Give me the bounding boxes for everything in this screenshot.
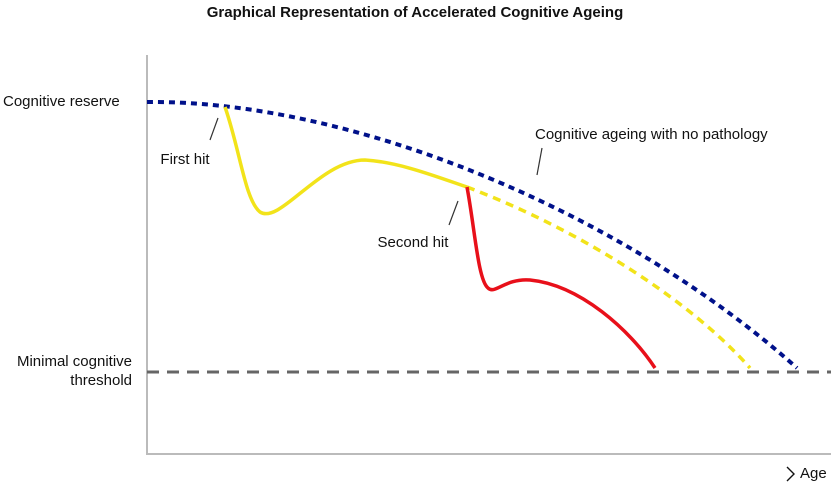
annotation: Second hit (378, 234, 450, 251)
annotation: Cognitive ageing with no pathology (535, 126, 768, 143)
x-label: Age (800, 465, 827, 482)
y-label: Cognitive reserve (3, 93, 120, 110)
chevron-icon (786, 466, 795, 482)
leader-line (448, 200, 459, 226)
leader-line (536, 147, 543, 176)
no-pathology-curve (146, 99, 799, 370)
y-label: threshold (70, 372, 132, 389)
y-label: Minimal cognitive (17, 353, 132, 370)
first-hit-curve (223, 106, 468, 216)
annotation: First hit (160, 151, 210, 168)
leader-line (209, 117, 219, 141)
first-hit-projection (466, 185, 752, 370)
title: Graphical Representation of Accelerated … (207, 4, 623, 21)
second-hit-curve (465, 186, 657, 369)
